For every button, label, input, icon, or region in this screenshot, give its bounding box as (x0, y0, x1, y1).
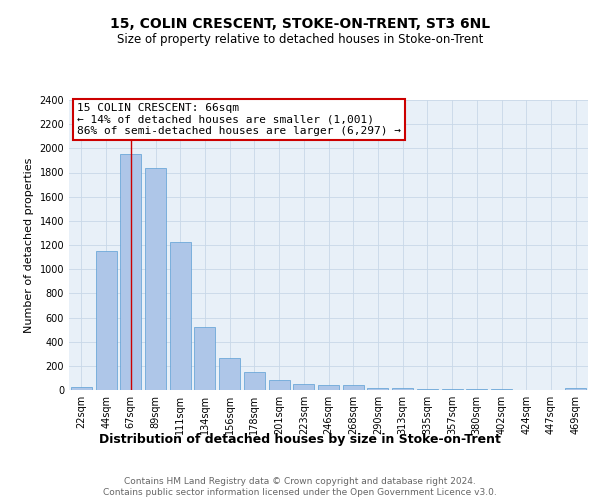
Bar (466, 389, 487, 390)
Text: 15 COLIN CRESCENT: 66sqm
← 14% of detached houses are smaller (1,001)
86% of sem: 15 COLIN CRESCENT: 66sqm ← 14% of detach… (77, 103, 401, 136)
Text: Distribution of detached houses by size in Stoke-on-Trent: Distribution of detached houses by size … (99, 432, 501, 446)
Bar (269, 380, 290, 390)
Bar (417, 389, 438, 390)
Bar (565, 388, 586, 390)
Bar (367, 388, 388, 390)
Text: Contains HM Land Registry data © Crown copyright and database right 2024.
Contai: Contains HM Land Registry data © Crown c… (103, 478, 497, 497)
Y-axis label: Number of detached properties: Number of detached properties (24, 158, 34, 332)
Bar (145, 168, 166, 390)
Bar (293, 384, 314, 390)
Bar (170, 242, 191, 390)
Bar (219, 358, 240, 390)
Bar (71, 387, 92, 390)
Bar (318, 384, 339, 390)
Bar (120, 154, 141, 390)
Bar (194, 327, 215, 390)
Text: 15, COLIN CRESCENT, STOKE-ON-TRENT, ST3 6NL: 15, COLIN CRESCENT, STOKE-ON-TRENT, ST3 … (110, 18, 490, 32)
Bar (343, 385, 364, 390)
Bar (95, 251, 116, 390)
Text: Size of property relative to detached houses in Stoke-on-Trent: Size of property relative to detached ho… (117, 32, 483, 46)
Bar (244, 372, 265, 390)
Bar (392, 388, 413, 390)
